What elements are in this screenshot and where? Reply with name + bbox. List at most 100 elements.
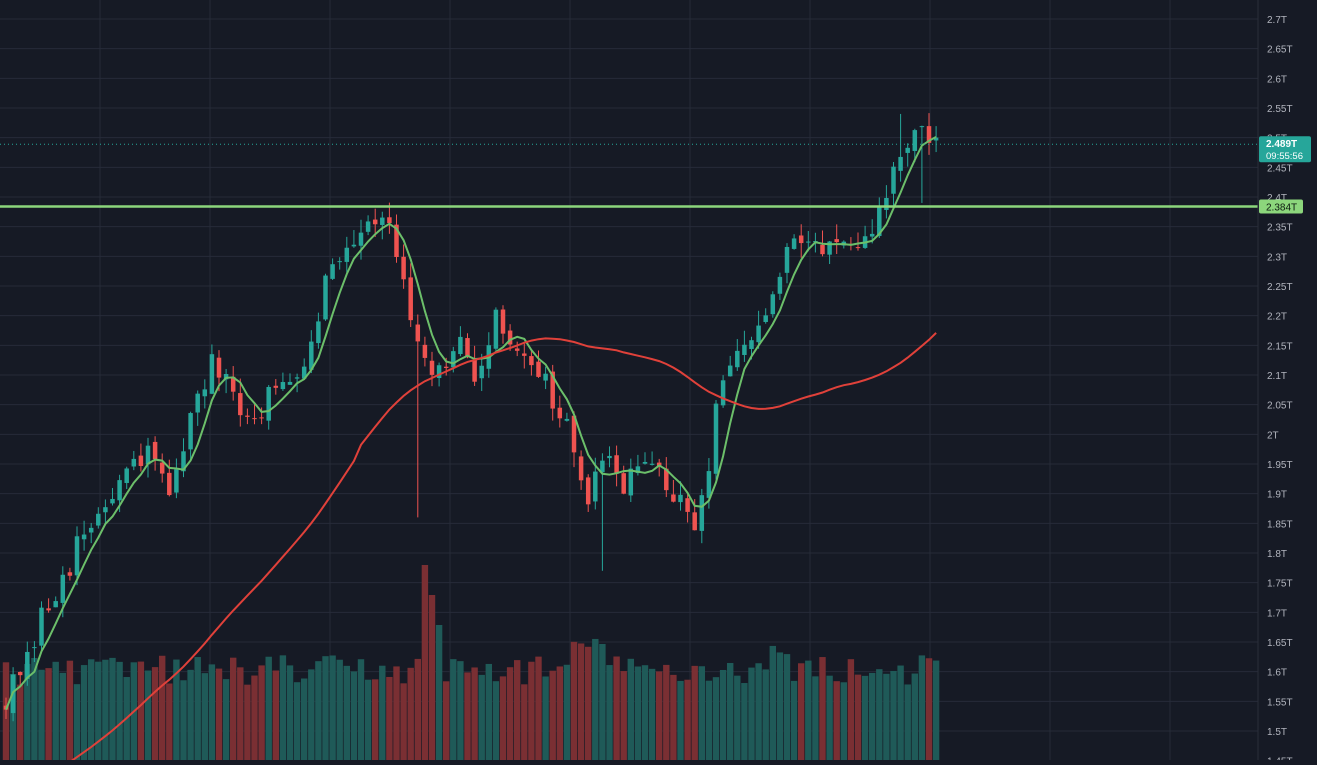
- candle-body[interactable]: [621, 473, 626, 494]
- candle-body[interactable]: [458, 336, 463, 355]
- candle-body[interactable]: [152, 441, 158, 460]
- candle-body[interactable]: [46, 608, 51, 611]
- candle-body[interactable]: [401, 256, 406, 280]
- candle-body[interactable]: [387, 217, 392, 224]
- candle-body[interactable]: [408, 277, 413, 321]
- candle-body[interactable]: [756, 325, 761, 343]
- candle-body[interactable]: [287, 381, 293, 385]
- candle-body[interactable]: [294, 377, 300, 379]
- candle-body[interactable]: [167, 472, 172, 496]
- candle-body[interactable]: [692, 512, 697, 531]
- candle-body[interactable]: [103, 507, 108, 513]
- candle-body[interactable]: [25, 651, 30, 679]
- candle-body[interactable]: [67, 572, 73, 576]
- candle-body[interactable]: [202, 389, 208, 397]
- candle-body[interactable]: [188, 413, 193, 450]
- candle-body[interactable]: [351, 244, 357, 247]
- candle-body[interactable]: [628, 468, 634, 496]
- candle-body[interactable]: [926, 126, 932, 143]
- candle-body[interactable]: [678, 494, 683, 503]
- candle-body[interactable]: [429, 360, 435, 375]
- candle-body[interactable]: [635, 466, 641, 474]
- candle-body[interactable]: [74, 536, 80, 576]
- candle-body[interactable]: [436, 365, 442, 379]
- candle-body[interactable]: [905, 147, 910, 153]
- candle-body[interactable]: [372, 219, 378, 225]
- candle-body[interactable]: [727, 365, 733, 377]
- candle-body[interactable]: [280, 382, 286, 390]
- candle-body[interactable]: [479, 365, 484, 379]
- candle-body[interactable]: [578, 456, 584, 481]
- candle-body[interactable]: [273, 385, 279, 388]
- candle-body[interactable]: [543, 373, 548, 381]
- candle-body[interactable]: [380, 217, 385, 225]
- candle-body[interactable]: [763, 315, 768, 322]
- candle-body[interactable]: [17, 672, 23, 676]
- candle-body[interactable]: [564, 418, 570, 421]
- candle-body[interactable]: [230, 376, 236, 392]
- candle-body[interactable]: [323, 275, 328, 320]
- candle-body[interactable]: [117, 480, 122, 501]
- candle-body[interactable]: [451, 351, 456, 368]
- candle-body[interactable]: [259, 417, 264, 419]
- candle-body[interactable]: [720, 380, 726, 406]
- candle-body[interactable]: [415, 324, 421, 342]
- candle-body[interactable]: [742, 344, 747, 355]
- candle-body[interactable]: [884, 197, 889, 210]
- candle-body[interactable]: [195, 393, 200, 413]
- candle-body[interactable]: [465, 338, 470, 358]
- candle-body[interactable]: [110, 498, 115, 504]
- candle-body[interactable]: [337, 261, 342, 263]
- candle-body[interactable]: [245, 415, 250, 417]
- candle-body[interactable]: [145, 445, 151, 465]
- candle-body[interactable]: [365, 221, 371, 232]
- candle-body[interactable]: [685, 498, 690, 512]
- candle-body[interactable]: [358, 232, 364, 246]
- candle-body[interactable]: [891, 166, 896, 194]
- price-axis[interactable]: 1.5T 1.55T 1.6T 1.65T 1.7T 1.75T 1.8T 1.85T 1.9T…: [1257, 0, 1317, 765]
- candle-body[interactable]: [806, 241, 811, 243]
- candle-body[interactable]: [820, 244, 825, 255]
- candle-body[interactable]: [777, 276, 783, 294]
- candle-body[interactable]: [699, 495, 705, 531]
- candle-body[interactable]: [529, 356, 534, 366]
- candle-body[interactable]: [443, 366, 449, 368]
- candle-body[interactable]: [507, 330, 513, 345]
- candle-body[interactable]: [223, 374, 229, 380]
- candle-body[interactable]: [316, 321, 321, 344]
- candle-body[interactable]: [593, 471, 598, 502]
- candle-body[interactable]: [131, 458, 137, 467]
- candle-body[interactable]: [39, 607, 44, 646]
- candle-body[interactable]: [791, 238, 797, 249]
- candle-body[interactable]: [664, 468, 669, 491]
- candle-body[interactable]: [472, 359, 477, 382]
- candle-body[interactable]: [607, 455, 612, 459]
- candle-body[interactable]: [124, 468, 129, 483]
- candle-body[interactable]: [834, 239, 839, 243]
- candle-body[interactable]: [642, 461, 648, 464]
- horizontal-line[interactable]: [0, 143, 1258, 208]
- candle-body[interactable]: [81, 534, 87, 540]
- candle-body[interactable]: [252, 418, 257, 420]
- candle-body[interactable]: [301, 366, 307, 379]
- candle-body[interactable]: [798, 235, 804, 244]
- candle-body[interactable]: [898, 156, 903, 171]
- candle-body[interactable]: [671, 494, 676, 502]
- candle-body[interactable]: [770, 294, 776, 315]
- candle-body[interactable]: [493, 309, 499, 349]
- candle-body[interactable]: [855, 247, 861, 249]
- candle-body[interactable]: [735, 350, 740, 368]
- candle-body[interactable]: [600, 460, 605, 473]
- price-axis-background[interactable]: [1258, 0, 1317, 760]
- candle-body[interactable]: [181, 451, 186, 472]
- candle-body[interactable]: [330, 264, 335, 279]
- candle-body[interactable]: [174, 469, 179, 493]
- candle-body[interactable]: [827, 241, 832, 255]
- candle-body[interactable]: [784, 246, 790, 273]
- candle-body[interactable]: [713, 403, 719, 474]
- candle-body[interactable]: [749, 340, 754, 349]
- candle-body[interactable]: [422, 344, 428, 358]
- candle-body[interactable]: [32, 647, 37, 649]
- candle-body[interactable]: [912, 130, 918, 151]
